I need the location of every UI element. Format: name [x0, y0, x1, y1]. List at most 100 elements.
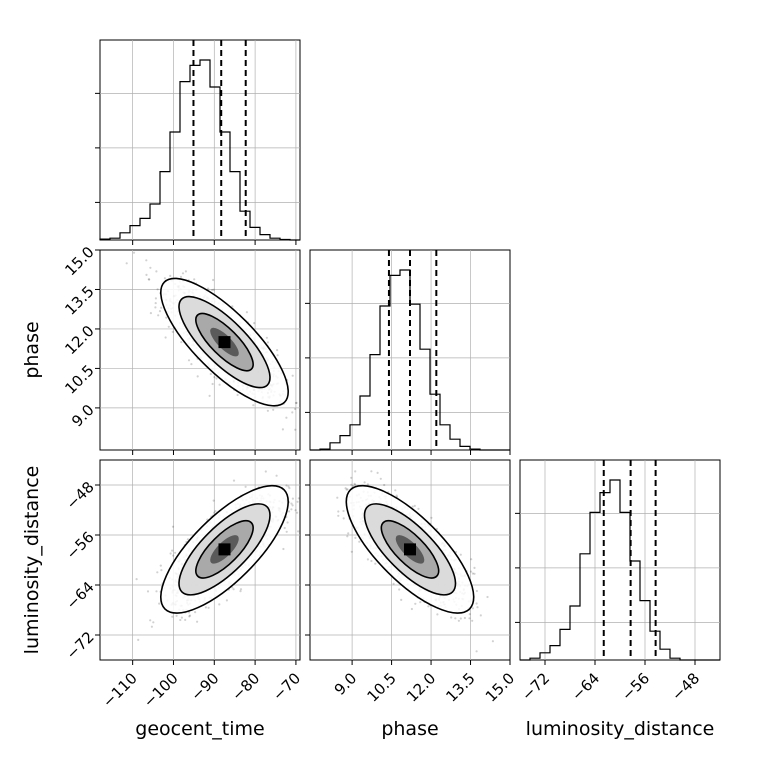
sample-point: [475, 589, 478, 593]
sample-point: [486, 595, 489, 599]
sample-point: [450, 616, 453, 619]
sample-point: [169, 552, 172, 555]
sample-point: [354, 483, 357, 486]
sample-point: [207, 287, 210, 290]
sample-point: [164, 336, 167, 339]
y-tick-label: 15.0: [61, 243, 97, 279]
sample-point: [296, 500, 299, 503]
sample-point: [347, 532, 350, 535]
contour-line: [159, 277, 289, 407]
sample-point: [149, 312, 152, 315]
hist-phase-panel: [305, 249, 511, 455]
grid: [100, 40, 300, 240]
sample-point: [276, 354, 279, 357]
sample-point: [186, 538, 189, 541]
contour-line: [178, 295, 271, 389]
contours-phase-luminosity-distance: [345, 484, 475, 614]
x-tick-label: −90: [187, 669, 222, 704]
sample-point: [346, 488, 349, 491]
y-tick-label: −48: [63, 478, 98, 513]
sample-point: [392, 582, 395, 585]
sample-point: [193, 278, 196, 281]
y-axis-title-luminosity-distance: luminosity_distance: [21, 466, 43, 655]
y-ticks: [305, 302, 310, 413]
x-tick-label: 13.5: [442, 669, 478, 705]
sample-point: [281, 428, 284, 431]
y-tick-label: 10.5: [61, 361, 97, 397]
sample-point: [411, 505, 414, 508]
sample-point: [135, 578, 138, 581]
scatter-geocent-time-luminosity-distance-panel: −72−64−56−48 −110−100 −90 −80 −70: [63, 459, 304, 711]
sample-point: [394, 489, 397, 492]
sample-point: [285, 484, 288, 487]
sample-point: [350, 476, 353, 479]
sample-point: [232, 588, 235, 591]
x-tick-label: 15.0: [482, 669, 518, 705]
sample-point: [398, 588, 401, 591]
sample-point: [145, 259, 148, 262]
sample-point: [471, 607, 474, 610]
histogram-step-line: [310, 269, 510, 451]
sample-point: [283, 526, 286, 530]
sample-point: [147, 278, 150, 281]
sample-point: [211, 288, 214, 292]
sample-point: [287, 485, 290, 488]
sample-point: [457, 619, 460, 622]
sample-point: [459, 617, 462, 620]
sample-point: [417, 507, 420, 510]
sample-point: [245, 311, 248, 314]
sample-point: [266, 409, 269, 412]
sample-point: [125, 262, 128, 265]
y-ticks: [95, 92, 100, 203]
sample-point: [470, 558, 473, 561]
sample-point: [239, 590, 242, 593]
sample-point: [171, 330, 174, 333]
sample-point: [272, 408, 275, 411]
sample-point: [290, 502, 293, 505]
sample-point: [413, 504, 416, 507]
sample-point: [171, 525, 175, 528]
contour-line: [345, 484, 475, 614]
sample-point: [354, 536, 357, 540]
y-ticks: −72−64−56−48: [63, 478, 100, 663]
sample-point: [207, 606, 210, 609]
sample-point: [196, 620, 199, 623]
sample-point: [476, 606, 479, 609]
sample-point: [350, 483, 353, 486]
sample-point: [276, 349, 279, 352]
grid: [310, 250, 510, 450]
density-peak: [218, 543, 231, 556]
sample-point: [366, 558, 369, 561]
x-tick-label: 10.5: [363, 669, 399, 705]
x-tick-label: −100: [140, 669, 182, 711]
sample-point: [132, 251, 136, 254]
x-ticks: −110−100 −90 −80 −70: [99, 660, 304, 711]
sample-point: [295, 401, 298, 404]
sample-point: [354, 470, 357, 473]
sample-point: [370, 470, 373, 473]
sample-point: [146, 590, 150, 593]
sample-point: [159, 564, 162, 567]
x-axis-title-phase: phase: [381, 718, 438, 740]
sample-point: [208, 394, 211, 397]
quantile-lines: [192, 40, 247, 240]
sample-point: [218, 383, 221, 386]
sample-point: [383, 483, 386, 487]
sample-point: [149, 266, 152, 269]
sample-point: [180, 341, 183, 344]
sample-point: [297, 497, 300, 500]
sample-point: [342, 509, 345, 513]
sample-point: [363, 481, 366, 484]
sample-point: [190, 363, 193, 366]
sample-point: [213, 511, 216, 514]
sample-point: [150, 625, 153, 628]
histogram-step-line: [99, 59, 300, 241]
sample-point: [491, 640, 494, 643]
density-peak: [404, 543, 416, 556]
sample-point: [188, 614, 192, 617]
sample-point: [296, 511, 299, 514]
sample-point: [435, 527, 438, 531]
density-points: [125, 251, 298, 431]
sample-point: [468, 613, 471, 616]
sample-point: [137, 638, 140, 642]
